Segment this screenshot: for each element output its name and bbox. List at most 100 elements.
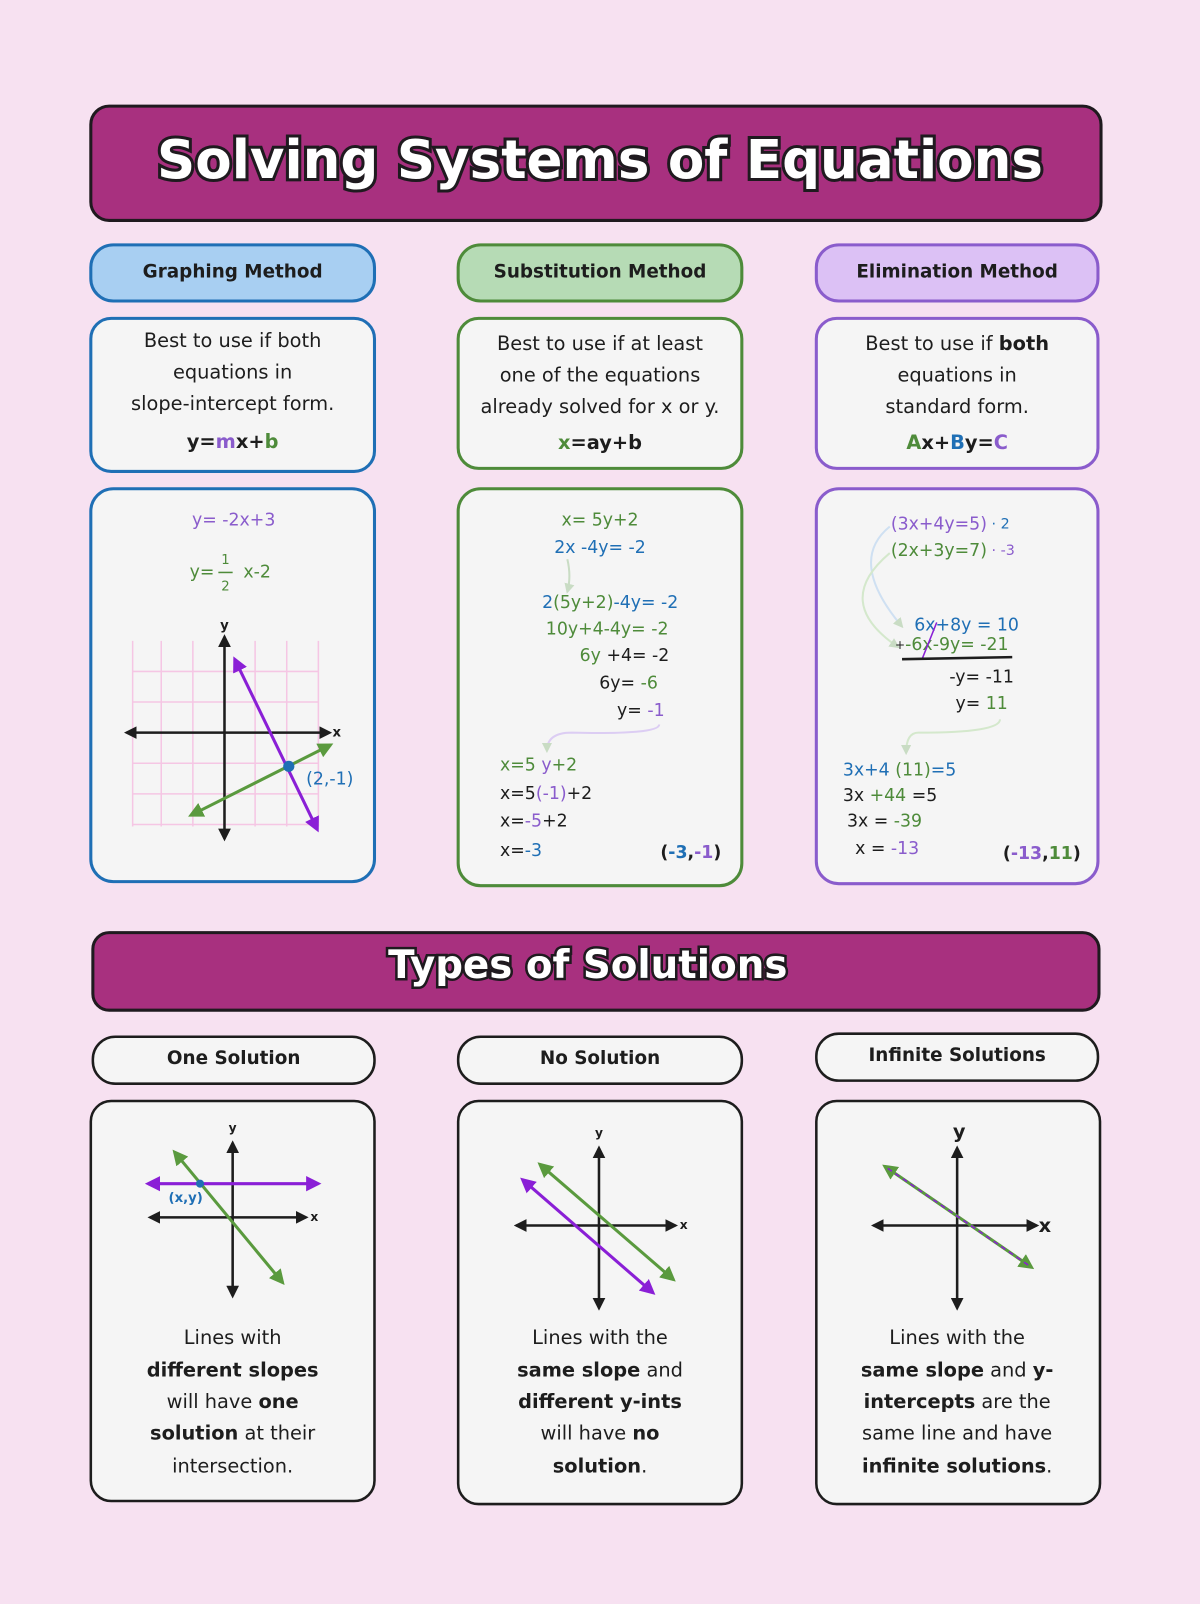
text-run: standard form. [885,395,1028,418]
text-run: x+ [236,429,265,452]
text-run: 2x -4y= -2 [554,538,646,558]
section-title: Types of Solutions [388,943,787,988]
description-box [456,316,744,470]
text-run: y= [955,694,985,714]
description-line: will have one [167,1390,299,1413]
work-line: 6y= -6 [599,674,658,694]
intersection-point [283,760,295,772]
form: Ax+By=C [906,430,1008,453]
description-line: Lines with the [532,1325,668,1348]
description-line: equations in [173,360,292,383]
form: x=ay+b [558,430,642,453]
description-line: will have no [541,1421,660,1444]
work-line: (3x+4y=5) · 2 [891,514,1010,534]
text-run: infinite solutions [862,1454,1046,1477]
work-line: 3x +44 =5 [843,786,937,806]
text-run: one [258,1390,298,1413]
text-run: will have [167,1390,259,1413]
text-run: and [640,1358,683,1381]
text-run: -1 [647,701,664,721]
type-name: No Solution [540,1048,660,1069]
description-line: Best to use if both [144,328,322,351]
work-line: x = -13 [855,839,919,859]
axis-label: y [229,1121,237,1135]
work-line: y= -1 [617,701,665,721]
description-line: solution at their [150,1421,315,1444]
method-name: Graphing Method [143,261,323,282]
text-run: same slope [861,1358,984,1381]
fraction-denominator: 2 [221,580,229,595]
text-run: Best to use if [865,331,999,354]
text-run: m [216,429,236,452]
work-box [814,487,1100,886]
description-line: different slopes [147,1358,319,1381]
form: y=mx+b [187,429,279,452]
work-line: 2x -4y= -2 [554,538,646,558]
text-run: 6y [580,646,601,666]
axis-label: x [310,1210,318,1224]
type-header [456,1035,744,1085]
text-run: Lines with [184,1325,282,1348]
method-name: Substitution Method [494,261,707,282]
arrow [564,558,575,594]
text-run: x [558,430,571,453]
text-run: ( [660,843,668,863]
arrow [901,719,1002,756]
text-run: y [541,755,551,775]
text-run: -3 [668,843,687,863]
point-label: (x,y) [169,1191,203,1206]
line [172,1149,285,1286]
text-run: intersection. [172,1454,293,1477]
text-run: -39 [894,811,922,831]
text-run: 11 [1049,844,1073,864]
text-run: =5 [931,760,957,780]
work-line: y= 11 [955,694,1007,714]
work-box [456,487,744,888]
description-line: already solved for x or y. [481,395,720,418]
type-box [89,1099,376,1503]
text-run: 10y+4-4y= -2 [546,620,669,640]
substitution-work: x= 5y+2 2x -4y= -2 2(5y+2)-4y= -2 10y+4-… [500,510,721,863]
axis-label: x [680,1218,688,1232]
description-line: intercepts are the [864,1390,1051,1413]
text-run: =ay+b [571,430,642,453]
text-run: Lines with the [889,1325,1025,1348]
work-line: 6y +4= -2 [580,646,670,666]
work-line: 10y+4-4y= -2 [546,620,669,640]
text-run: 2 [542,593,553,613]
work-line: x=-3 [500,841,542,861]
description-line: one of the equations [500,363,701,386]
description-line: slope-intercept form. [131,392,334,415]
text-run: +2 [542,811,568,831]
arrow [861,552,900,649]
work-line: x=5 y+2 [500,755,577,775]
text-run: slope-intercept form. [131,392,334,415]
arrow [541,724,661,754]
text-run: are the [975,1390,1050,1413]
text-run: x= 5y+2 [561,510,638,530]
text-run: x= [500,841,525,861]
text-run: -13 [1011,844,1042,864]
equation: x-2 [243,562,271,582]
description-line: infinite solutions. [862,1454,1052,1477]
equation: y= -2x+3 [192,510,275,530]
text-run: b [265,429,279,452]
text-run: y= [617,701,647,721]
method-name: Elimination Method [856,261,1057,282]
text-run: (5y+2) [553,593,613,613]
text-run: C [994,430,1008,453]
text-run: x= [500,811,525,831]
text-run: equations in [173,360,292,383]
text-run: +2 [552,755,578,775]
text-run: 6x+8y = 10 [914,616,1019,636]
text-run: + [895,637,905,651]
text-run: 6y= [599,674,640,694]
text-run: +44 [870,786,907,806]
solution: (-13,11) [1003,844,1081,864]
text-run: (-1) [536,784,567,804]
text-run: x = [855,839,891,859]
text-run: no [632,1421,659,1444]
cancel-mark [921,622,938,659]
work-line: 3x = -39 [847,811,922,831]
